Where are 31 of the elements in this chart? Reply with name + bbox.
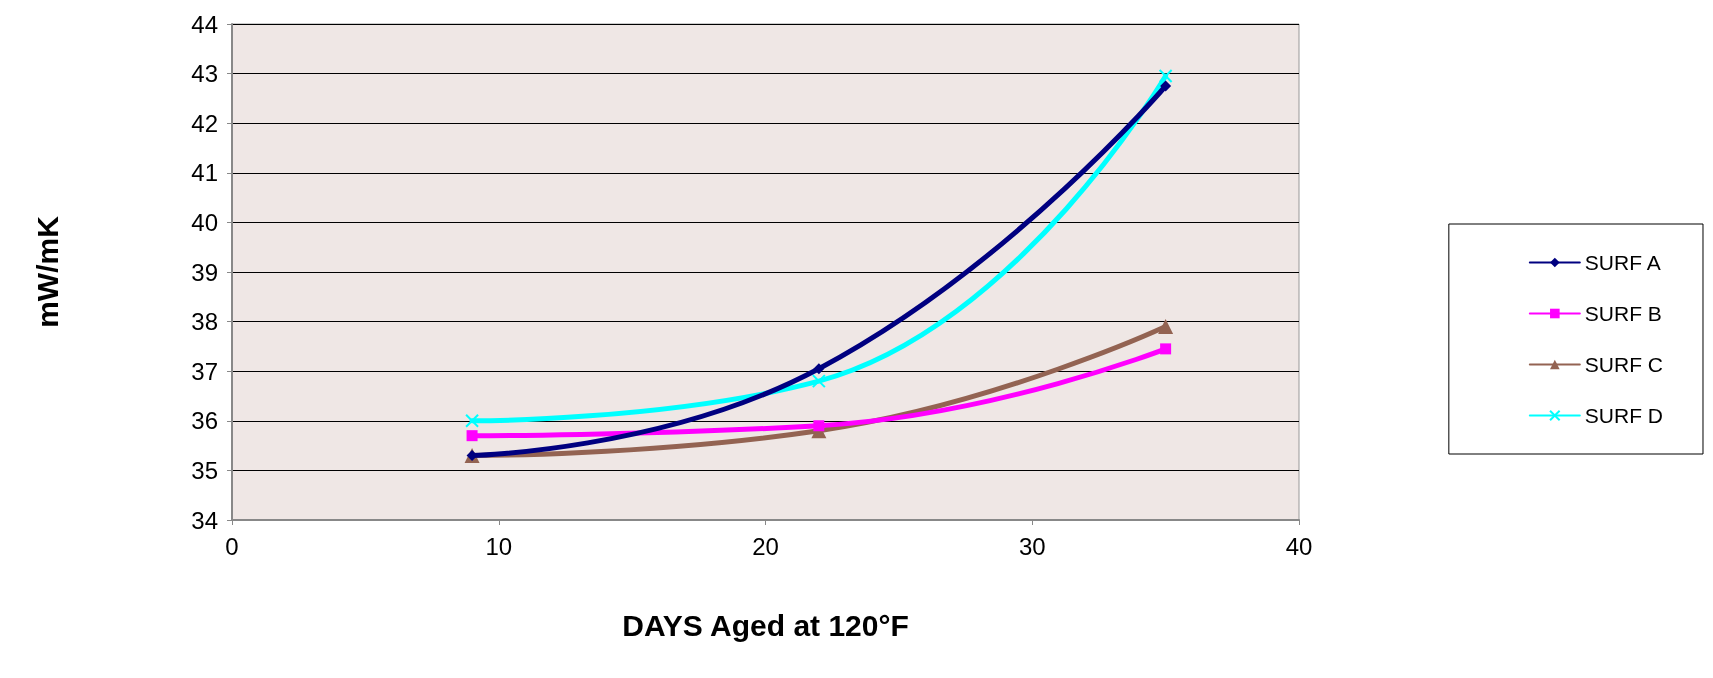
y-tick-label: 44: [191, 10, 218, 38]
point: [1160, 80, 1172, 92]
point: [465, 413, 480, 428]
point: [1158, 69, 1173, 84]
point: [1160, 343, 1172, 355]
x-axis-title: DAYS Aged at 120°F: [622, 608, 909, 642]
y-tick-label: 39: [191, 258, 218, 286]
y-tick-label: 37: [191, 357, 218, 385]
x-tick-label: 40: [1285, 532, 1313, 560]
x-tick-label: 20: [752, 532, 779, 560]
legend-label: SURF B: [1584, 302, 1662, 325]
y-tick-label: 41: [191, 159, 218, 187]
legend-label: SURF C: [1584, 353, 1664, 376]
point: [811, 374, 826, 389]
point: [813, 363, 825, 375]
y-axis-title: mW/mK: [30, 215, 64, 328]
legend-label: SURF D: [1584, 404, 1664, 427]
x-tick-label: 10: [485, 532, 513, 560]
point: [1158, 319, 1174, 335]
y-tick-label: 42: [191, 109, 218, 137]
y-tick-label: 35: [191, 456, 218, 484]
y-tick-label: 40: [191, 208, 218, 236]
legend-label: SURF A: [1584, 251, 1661, 274]
y-tick-label: 43: [191, 60, 218, 88]
x-tick-label: 30: [1018, 532, 1046, 560]
y-tick-label: 34: [191, 506, 218, 534]
x-tick-label: 0: [225, 532, 239, 560]
y-tick-label: 36: [191, 407, 218, 435]
point: [813, 420, 825, 432]
point: [466, 430, 478, 442]
y-tick-label: 38: [191, 308, 218, 336]
